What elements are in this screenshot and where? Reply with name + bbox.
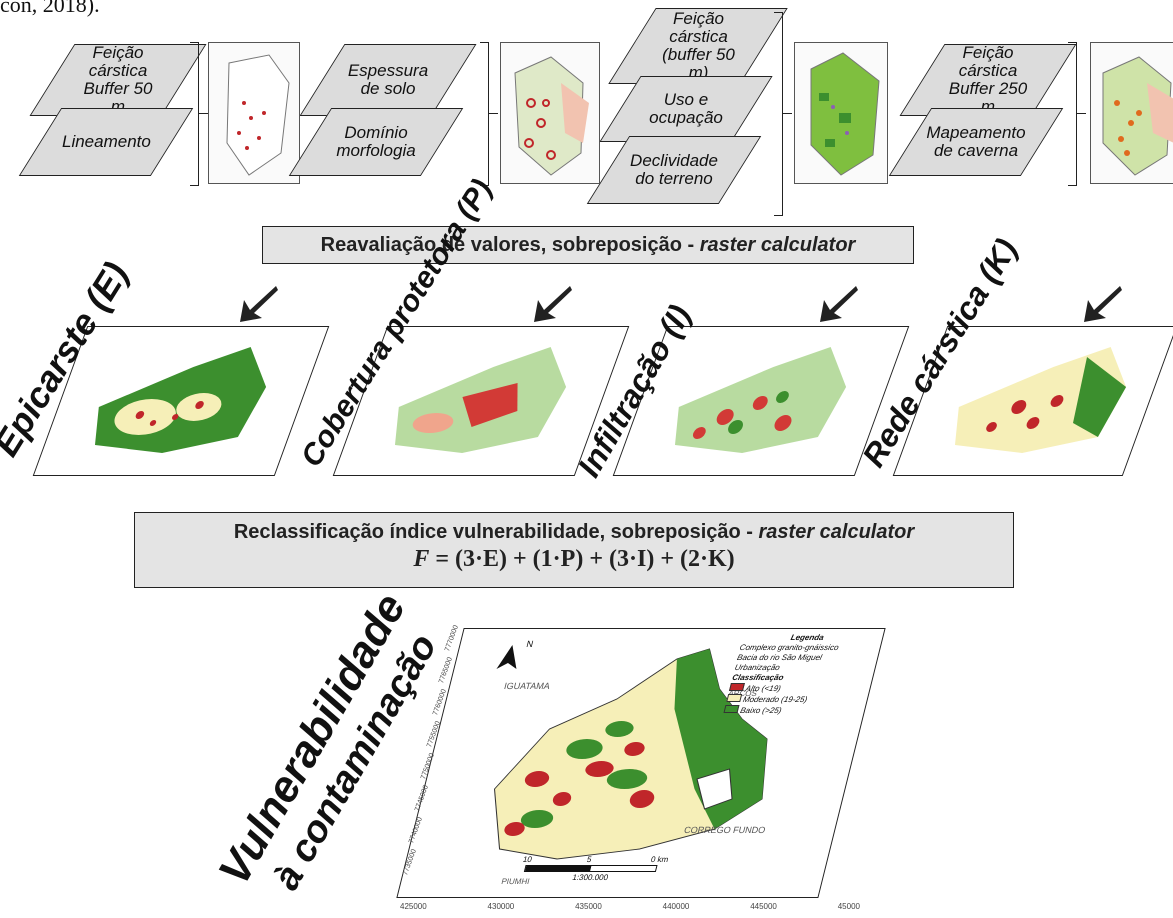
factor-map-cobertura — [332, 326, 630, 476]
class-swatch — [728, 683, 745, 691]
legend-title: Legenda — [789, 633, 825, 642]
legend-item: Urbanização — [733, 663, 781, 672]
class-label: Alto (<19) — [744, 684, 782, 693]
class-label: Moderado (19-25) — [741, 695, 809, 704]
step2-italic: raster calculator — [758, 521, 915, 543]
step2-banner: Reclassificação índice vulnerabilidade, … — [134, 512, 1014, 588]
x-tick: 435000 — [575, 902, 602, 911]
class-item-baixo: Baixo (>25) — [723, 705, 856, 716]
down-left-arrow-icon — [1084, 286, 1122, 322]
class-title: Classificação — [731, 673, 785, 682]
class-label: Baixo (>25) — [739, 706, 783, 715]
x-tick: 430000 — [487, 902, 515, 911]
bracket-tick — [1076, 113, 1086, 114]
step2-text: Reclassificação índice vulnerabilidade, … — [233, 521, 759, 543]
legend-item: Complexo granito-gnáissico — [738, 643, 840, 652]
final-vulnerability-map: N IGUATAMA CORREGO FUNDO ARCOS PIUMHI Le… — [396, 628, 886, 898]
layer-label: Domínio morfologia — [336, 123, 416, 160]
input-layer-feicao-buffer-50-b: Feição cárstica (buffer 50 m) — [608, 8, 788, 84]
bracket-tick — [782, 113, 792, 114]
layer-label: Declividade do terreno — [630, 151, 718, 188]
layer-label: Feição cárstica (buffer 50 m) — [661, 9, 735, 82]
layer-label: Lineamento — [61, 132, 151, 151]
down-left-arrow-icon — [820, 286, 858, 322]
north-arrow-icon — [496, 645, 517, 669]
input-layer-feicao-buffer-250: Feição cárstica Buffer 250 m — [899, 43, 1077, 116]
x-tick: 445000 — [750, 902, 777, 911]
input-layer-declividade: Declividade do terreno — [586, 136, 762, 204]
input-layer-dominio-morfologia: Domínio morfologia — [288, 108, 464, 176]
x-tick: 440000 — [662, 902, 690, 911]
group-bracket — [190, 42, 199, 186]
step1-italic: raster calculator — [699, 234, 856, 256]
map-thumbnail-1 — [208, 42, 300, 184]
scale-bar — [523, 865, 658, 872]
layer-label: Feição cárstica Buffer 250 m — [948, 43, 1028, 116]
input-layer-mapeamento-caverna: Mapeamento de caverna — [888, 108, 1064, 176]
formula-rhs: = (3·E) + (1·P) + (3·I) + (2·K) — [435, 546, 735, 572]
down-left-arrow-icon — [534, 286, 572, 322]
scale-ratio: 1:300.000 — [571, 873, 610, 882]
class-item-moderado: Moderado (19-25) — [725, 694, 858, 705]
group-bracket — [774, 12, 783, 216]
class-item-alto: Alto (<19) — [728, 683, 861, 694]
place-label: IGUATAMA — [502, 681, 552, 691]
formula-lhs: F — [413, 546, 430, 572]
map-thumbnail-3 — [794, 42, 888, 184]
map-thumbnail-2 — [500, 42, 600, 184]
factor-map-epicarste — [32, 326, 330, 476]
group-bracket — [480, 42, 489, 186]
place-label: CORREGO FUNDO — [683, 825, 767, 835]
map-thumbnail-4 — [1090, 42, 1173, 184]
group-bracket — [1068, 42, 1077, 186]
x-tick: 425000 — [400, 902, 427, 911]
place-label: PIUMHI — [500, 877, 531, 886]
legend-item: Bacia do rio São Miguel — [736, 653, 823, 662]
input-layer-espessura-solo: Espessura de solo — [299, 44, 477, 116]
layer-label: Uso e ocupação — [649, 90, 723, 127]
x-tick: 45000 — [837, 902, 860, 911]
class-swatch — [723, 705, 740, 713]
layer-label: Feição cárstica Buffer 50 m — [83, 43, 153, 116]
step1-banner: Reavaliação de valores, sobreposição - r… — [262, 226, 914, 264]
citation-text: con, 2018). — [0, 0, 100, 17]
factor-map-rede-carstica — [892, 326, 1173, 476]
step1-text: Reavaliação de valores, sobreposição - — [320, 234, 700, 256]
layer-label: Espessura de solo — [347, 61, 429, 98]
layer-label: Mapeamento de caverna — [926, 123, 1026, 160]
legend: Legenda Complexo granito-gnáissico Bacia… — [723, 633, 874, 716]
scale-label: 0 km — [649, 855, 670, 864]
down-left-arrow-icon — [240, 286, 278, 322]
factor-map-infiltracao — [612, 326, 910, 476]
class-swatch — [726, 694, 743, 702]
x-coordinate-ticks: 425000 430000 435000 440000 445000 45000 — [400, 902, 860, 911]
bracket-tick — [198, 113, 208, 114]
input-layer-uso-ocupacao: Uso e ocupação — [599, 76, 773, 142]
input-layer-feicao-buffer-50: Feição cárstica Buffer 50 m — [29, 43, 207, 116]
input-layer-lineamento: Lineamento — [18, 108, 194, 176]
bracket-tick — [488, 113, 498, 114]
